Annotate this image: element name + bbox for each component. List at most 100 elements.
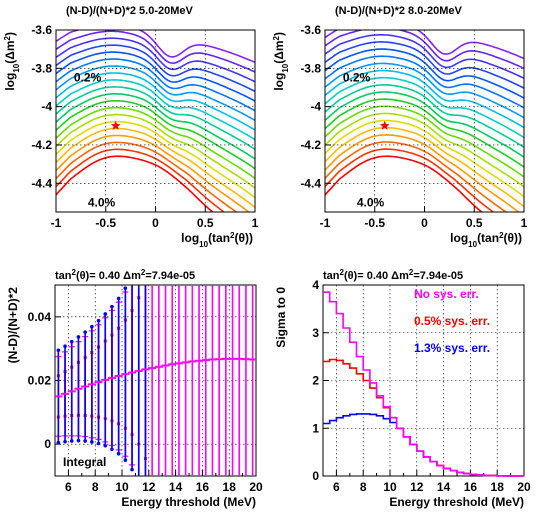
x-tick-label: -1 xyxy=(51,216,62,230)
error-cap xyxy=(76,335,81,339)
y-tick-label: -3.6 xyxy=(300,23,321,37)
error-cap xyxy=(90,440,94,444)
contour-line-7 xyxy=(56,106,255,179)
contour-label-low: 0.2% xyxy=(74,71,102,85)
x-tick-label: 16 xyxy=(464,480,478,494)
x-tick-label: 12 xyxy=(410,480,424,494)
contour-line-3 xyxy=(56,134,251,212)
panel-title: (N-D)/(N+D)*2 8.0-20MeV xyxy=(335,5,462,17)
contour-line-5 xyxy=(56,120,255,199)
x-tick-label: 10 xyxy=(383,480,397,494)
x-tick-label: 14 xyxy=(437,480,451,494)
y-tick-label: 3 xyxy=(312,326,319,340)
data-marks xyxy=(323,291,524,477)
x-tick-label: 0.5 xyxy=(466,216,483,230)
x-axis-label: log10(tan2(θ)) xyxy=(450,231,522,249)
y-tick-label: -3.6 xyxy=(31,23,52,37)
contour-line-10 xyxy=(325,84,524,148)
error-cap xyxy=(137,258,141,262)
contour-line-12 xyxy=(56,72,255,131)
grid xyxy=(56,30,255,212)
x-tick-label: 6 xyxy=(65,480,72,494)
panel-title: tan2(θ)= 0.40 Δm2=7.94e-05 xyxy=(323,268,463,283)
y-axis-label: log10(Δm2) xyxy=(272,32,290,91)
contour-panel-0: -1 -0.5 0 0.5 1 -3.6 -3.8 -4 -4.2 -4.4 (N-D)/(N+D)… xyxy=(3,5,259,249)
error-cap xyxy=(83,439,87,443)
x-tick-label: 12 xyxy=(142,480,156,494)
error-cap xyxy=(110,447,114,452)
y-tick-label: -4 xyxy=(41,100,52,114)
error-cap xyxy=(63,344,67,348)
legend-entry: No sys. err. xyxy=(414,287,479,301)
error-cap xyxy=(123,286,128,290)
y-tick-label: 0.04 xyxy=(28,310,52,324)
contour-line-17 xyxy=(325,34,524,79)
x-tick-label: 14 xyxy=(169,480,183,494)
contour-line-15 xyxy=(56,51,255,102)
contour-line-16 xyxy=(325,41,524,89)
series-line xyxy=(323,291,524,477)
error-cap xyxy=(110,304,114,309)
contour-line-9 xyxy=(325,91,524,158)
x-tick-label: -1 xyxy=(320,216,331,230)
x-axis-label: log10(tan2(θ)) xyxy=(181,231,253,249)
y-tick-label: 0 xyxy=(312,469,319,483)
error-cap xyxy=(103,443,108,448)
x-axis-label: Energy threshold (MeV) xyxy=(121,495,256,509)
x-tick-label: 0.5 xyxy=(197,216,214,230)
x-tick-label: 18 xyxy=(223,480,237,494)
x-tick-label: 18 xyxy=(491,480,505,494)
y-tick-label: -4.2 xyxy=(300,138,321,152)
error-cap xyxy=(96,318,101,323)
error-cap xyxy=(103,312,108,316)
x-tick-label: 8 xyxy=(92,480,99,494)
x-tick-label: 16 xyxy=(196,480,210,494)
y-axis-label: (N-D)/(N+D)*2 xyxy=(6,287,20,364)
error-cap xyxy=(56,440,61,445)
x-tick-label: 0 xyxy=(421,216,428,230)
y-tick-label: 0.02 xyxy=(28,374,52,388)
contour-line-18 xyxy=(56,30,255,73)
panel-title: (N-D)/(N+D)*2 5.0-20MeV xyxy=(66,5,193,17)
contour-line-2 xyxy=(56,141,238,212)
error-cap xyxy=(96,441,101,446)
y-axis-label: log10(Δm2) xyxy=(3,32,21,91)
x-tick-label: -0.5 xyxy=(95,216,116,230)
panel-title: tan2(θ)= 0.40 Δm2=7.94e-05 xyxy=(55,268,195,283)
error-cap xyxy=(116,451,121,456)
error-cap xyxy=(137,481,141,485)
error-cap xyxy=(56,348,61,353)
data-marks xyxy=(55,237,256,485)
x-tick-label: 8 xyxy=(360,480,367,494)
contour-line-11 xyxy=(325,76,524,139)
grid xyxy=(55,285,256,476)
contour-line-0 xyxy=(56,155,214,212)
error-cap xyxy=(63,439,67,444)
contour-line-6 xyxy=(325,112,524,188)
contour-line-7 xyxy=(325,105,524,178)
contour-label-high: 4.0% xyxy=(357,195,385,209)
best-fit-star xyxy=(110,120,121,130)
error-cap xyxy=(123,458,128,462)
contour-label-high: 4.0% xyxy=(88,195,116,209)
x-tick-label: 1 xyxy=(521,216,528,230)
error-cap xyxy=(116,296,121,301)
line-panel-2: 6 8 10 12 14 16 18 20 0 0.02 0.04 Energy threshold … xyxy=(6,237,263,510)
error-cap xyxy=(144,237,148,241)
contour-line-10 xyxy=(56,86,255,150)
y-tick-label: -4 xyxy=(310,100,321,114)
contour-line-3 xyxy=(325,133,520,212)
legend-entry: 0.5% sys. err. xyxy=(414,314,490,328)
x-tick-label: 20 xyxy=(249,480,263,494)
legend-entry: 1.3% sys. err. xyxy=(414,341,490,355)
x-tick-label: 1 xyxy=(252,216,259,230)
x-tick-label: 10 xyxy=(115,480,129,494)
x-tick-label: -0.5 xyxy=(364,216,385,230)
contour-panel-1: -1 -0.5 0 0.5 1 -3.6 -3.8 -4 -4.2 -4.4 (N-D)/(N+D)… xyxy=(272,5,528,249)
series-line xyxy=(323,358,524,477)
error-cap xyxy=(83,330,87,334)
contour-line-17 xyxy=(56,37,255,83)
y-tick-label: -3.8 xyxy=(31,61,52,75)
